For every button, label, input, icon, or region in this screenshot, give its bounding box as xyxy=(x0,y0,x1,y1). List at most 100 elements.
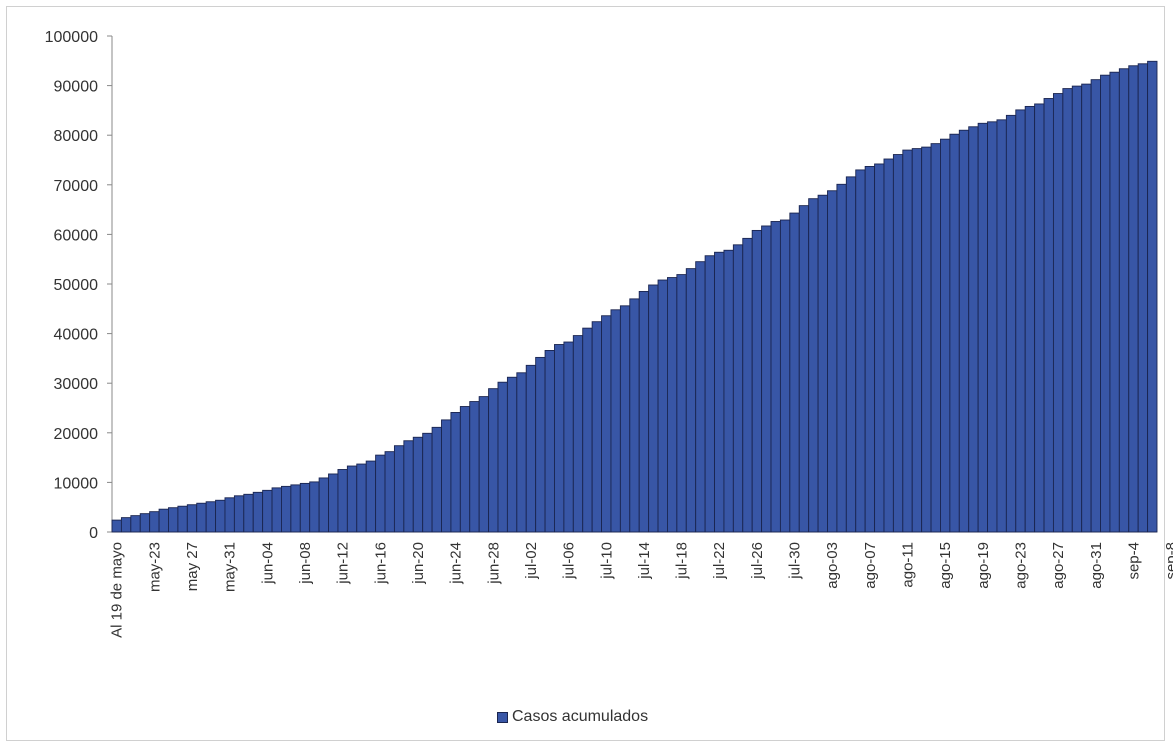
y-tick-label: 10000 xyxy=(54,475,99,492)
bar xyxy=(977,122,988,533)
bar xyxy=(761,225,772,533)
y-tick-label: 100000 xyxy=(45,29,98,46)
x-tick-label: ago-27 xyxy=(1050,542,1067,589)
x-tick-label: jul-10 xyxy=(598,542,615,580)
bar xyxy=(657,279,668,533)
bar xyxy=(403,440,414,533)
bar xyxy=(572,335,584,533)
y-tick-label: 50000 xyxy=(54,277,99,294)
bar xyxy=(1043,98,1054,533)
x-tick-label: ago-11 xyxy=(900,542,917,588)
bar xyxy=(591,321,603,533)
x-tick-label: ago-03 xyxy=(824,542,841,589)
x-tick-label: jun-24 xyxy=(448,542,465,585)
x-tick-label: jun-08 xyxy=(297,542,314,585)
y-tick-label: 70000 xyxy=(54,178,99,195)
bar xyxy=(356,463,367,533)
bar xyxy=(667,277,678,533)
bar xyxy=(1062,88,1073,533)
bar xyxy=(563,341,574,533)
bar xyxy=(478,396,490,533)
bar xyxy=(535,356,546,533)
bar xyxy=(365,460,377,533)
bar xyxy=(1015,109,1026,533)
bar xyxy=(318,477,329,533)
bar xyxy=(779,219,791,533)
bar xyxy=(186,504,198,533)
x-tick-label: may-23 xyxy=(146,542,163,592)
bar xyxy=(1118,68,1130,533)
x-tick-label: ago-31 xyxy=(1088,542,1105,589)
bar xyxy=(205,501,216,533)
x-tick-label: jun-04 xyxy=(259,542,276,585)
bar xyxy=(224,497,235,533)
bar xyxy=(422,432,433,533)
bar xyxy=(685,268,697,533)
bar xyxy=(450,412,461,533)
bar xyxy=(874,163,885,533)
bar xyxy=(544,350,555,533)
x-tick-label: jul-06 xyxy=(561,542,578,580)
bar xyxy=(497,381,508,533)
bar xyxy=(1147,60,1158,533)
bar xyxy=(111,519,122,533)
bar xyxy=(1034,103,1045,533)
bar xyxy=(1128,65,1139,533)
bar xyxy=(120,517,132,533)
bar xyxy=(582,327,593,533)
x-tick-label: jul-02 xyxy=(523,542,540,580)
bar xyxy=(177,505,188,533)
bar xyxy=(431,426,442,533)
bar xyxy=(798,205,810,533)
x-tick-label: may-31 xyxy=(222,542,239,592)
bar xyxy=(638,290,650,533)
x-tick-label: jun-16 xyxy=(372,542,389,585)
bar xyxy=(262,489,273,533)
bar xyxy=(1137,63,1149,533)
bar xyxy=(412,436,424,533)
bar xyxy=(384,451,395,533)
bar xyxy=(130,515,141,533)
bar xyxy=(168,507,179,533)
bar xyxy=(817,194,828,533)
bar xyxy=(271,487,282,533)
bar xyxy=(732,244,744,533)
bar xyxy=(958,129,970,533)
bar xyxy=(836,183,847,533)
y-tick-label: 60000 xyxy=(54,227,99,244)
x-tick-label: jul-14 xyxy=(636,542,653,580)
bar xyxy=(770,221,781,533)
bar xyxy=(601,315,612,533)
x-tick-label: jul-26 xyxy=(749,542,766,580)
bar xyxy=(619,305,631,533)
bar xyxy=(714,251,725,533)
x-tick-label: jun-12 xyxy=(335,542,352,585)
x-tick-label: ago-19 xyxy=(975,542,992,589)
bar xyxy=(469,401,480,533)
bar xyxy=(158,508,169,533)
x-tick-label: ago-07 xyxy=(862,542,879,589)
bar xyxy=(328,473,339,533)
bar xyxy=(346,465,358,533)
y-tick-label: 40000 xyxy=(54,327,99,344)
bar xyxy=(676,274,687,533)
bar xyxy=(281,485,292,533)
bar xyxy=(949,133,960,533)
bar xyxy=(845,176,857,533)
bar xyxy=(554,344,565,533)
bar xyxy=(723,249,734,533)
x-tick-label: ago-23 xyxy=(1012,542,1029,589)
bar xyxy=(892,154,904,533)
y-tick-label: 0 xyxy=(89,525,98,542)
legend: Casos acumulados xyxy=(497,708,648,726)
legend-swatch xyxy=(497,711,508,723)
bar xyxy=(149,511,160,533)
bar xyxy=(610,309,621,533)
bar xyxy=(1024,105,1036,533)
y-tick-label: 20000 xyxy=(54,426,99,443)
legend-label: Casos acumulados xyxy=(512,708,649,725)
bar xyxy=(488,388,499,533)
bar xyxy=(309,481,320,533)
bar xyxy=(996,119,1007,533)
